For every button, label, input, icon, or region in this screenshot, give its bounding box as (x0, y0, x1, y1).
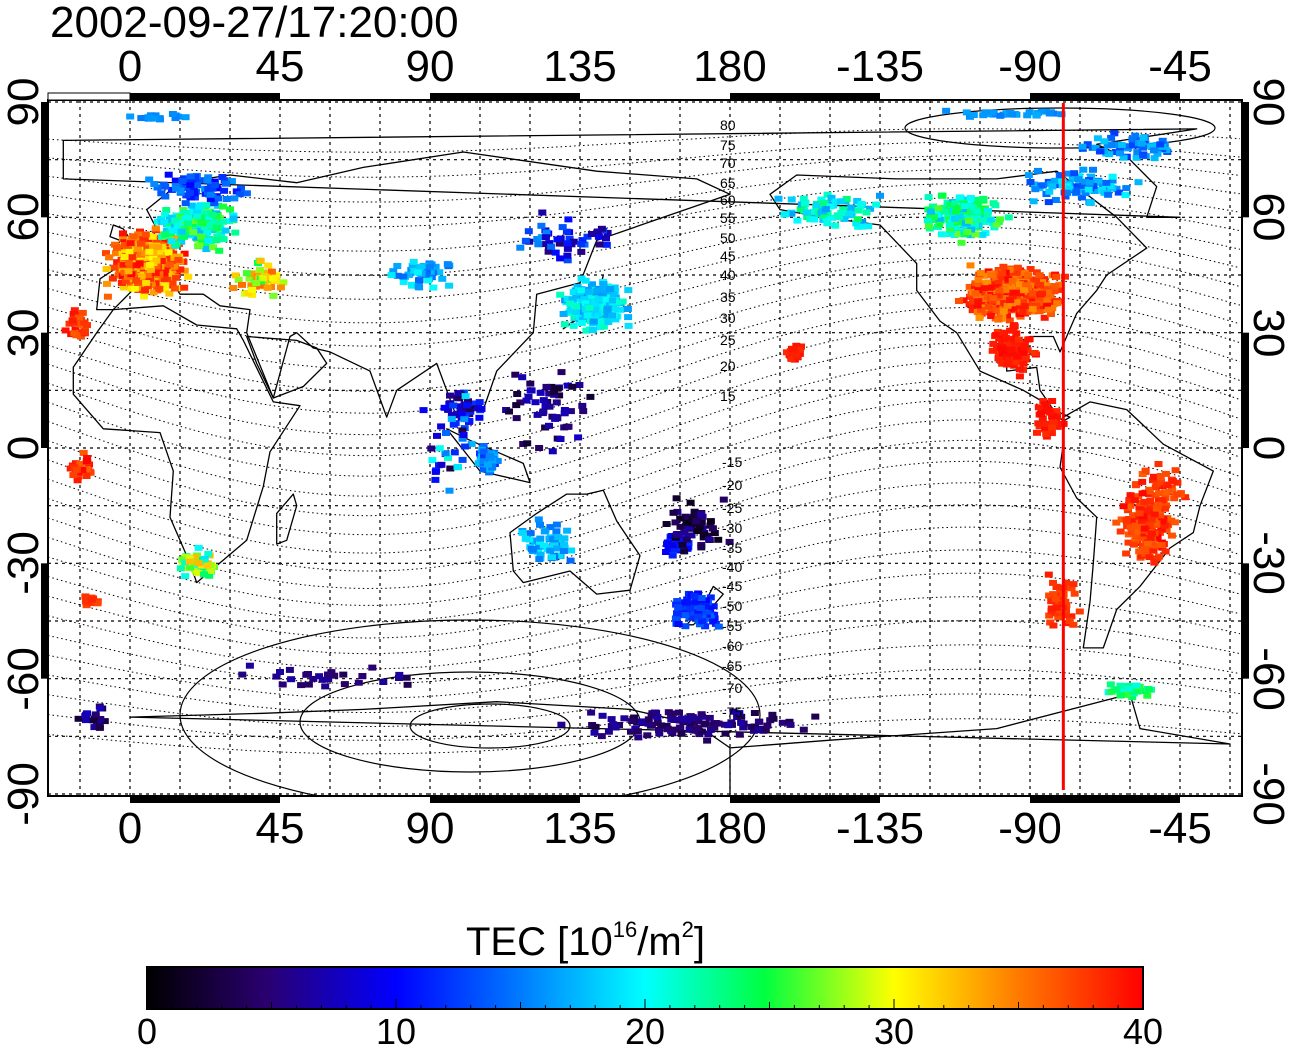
lon-tick-bottom-6: -90 (998, 804, 1062, 853)
coast-12 (276, 493, 298, 545)
frame-border-bars (41, 92, 1249, 803)
lat-tick-left-3: 0 (0, 435, 48, 461)
contour-label-s-12: -75 (722, 704, 742, 720)
colorbar-label-4: 40 (1122, 1011, 1164, 1052)
lon-tick-bottom-5: -135 (835, 804, 925, 853)
lon-tick-bottom-4: 180 (693, 804, 767, 853)
contour-label-n-10: 30 (720, 310, 736, 326)
lon-tick-bottom-3: 135 (543, 804, 617, 853)
lon-tick-top-7: -45 (1148, 42, 1212, 91)
colorbar-title: TEC [1016/m2] (466, 917, 706, 964)
lat-tick-left-1: 60 (0, 192, 48, 242)
lat-tick-left-2: 30 (0, 308, 48, 358)
map-title: 2002-09-27/17:20:00 (50, 0, 459, 47)
contour-label-n-8: 40 (720, 267, 736, 283)
colorbar-ticks (146, 999, 1144, 1009)
contour-label-s-0: -15 (722, 454, 742, 470)
lon-tick-top-5: -135 (835, 42, 925, 91)
grid-lines (48, 100, 1242, 796)
contour-label-s-11: -70 (722, 680, 742, 696)
coast-5 (1059, 401, 1214, 649)
lat-tick-right-3: 0 (1244, 435, 1292, 461)
contour-label-n-13: 15 (720, 388, 736, 404)
contour-label-n-12: 20 (720, 358, 736, 374)
contour-label-s-5: -40 (722, 559, 742, 575)
lon-tick-top-6: -90 (998, 42, 1062, 91)
coast-0 (72, 305, 301, 584)
contour-label-s-7: -50 (722, 598, 742, 614)
contour-label-n-4: 60 (720, 192, 736, 208)
contour-label-s-1: -20 (722, 477, 742, 493)
lon-tick-top-1: 45 (255, 42, 305, 91)
coast-2 (246, 335, 328, 399)
contour-label-n-2: 70 (720, 155, 736, 171)
lat-tick-right-2: 30 (1244, 308, 1292, 358)
contour-label-s-4: -35 (722, 540, 742, 556)
coast-4 (769, 170, 1148, 422)
lon-tick-top-4: 180 (693, 42, 767, 91)
contour-label-s-2: -25 (722, 500, 742, 516)
colorbar-label-3: 30 (873, 1011, 915, 1052)
lat-tick-right-0: 90 (1244, 77, 1292, 127)
lon-tick-bottom-1: 45 (255, 804, 305, 853)
lat-tick-right-4: -30 (1244, 531, 1292, 596)
contour-label-n-3: 65 (720, 175, 736, 191)
lon-tick-top-3: 135 (543, 42, 617, 91)
contour-label-n-11: 25 (720, 332, 736, 348)
lat-tick-left-0: 90 (0, 77, 48, 127)
tec-data-points (61, 107, 1190, 744)
contour-label-s-8: -55 (722, 618, 742, 634)
contour-label-n-9: 35 (720, 289, 736, 305)
contour-label-n-0: 80 (720, 117, 736, 133)
colorbar-label-2: 20 (624, 1011, 666, 1052)
contour-label-n-5: 55 (720, 210, 736, 226)
lon-tick-top-0: 0 (117, 42, 143, 91)
contour-label-n-6: 50 (720, 230, 736, 246)
lon-tick-bottom-0: 0 (117, 804, 143, 853)
coast-7 (129, 693, 1231, 795)
contour-label-s-3: -30 (722, 520, 742, 536)
contour-label-s-9: -60 (722, 638, 742, 654)
contour-label-n-1: 75 (720, 137, 736, 153)
lon-tick-top-2: 90 (405, 42, 455, 91)
lat-tick-right-6: -90 (1244, 762, 1292, 826)
lat-tick-right-5: -60 (1244, 646, 1292, 711)
contour-label-s-10: -65 (722, 658, 742, 674)
contour-label-s-6: -45 (722, 578, 742, 594)
colorbar-label-1: 10 (375, 1011, 417, 1052)
coast-3 (509, 489, 641, 595)
lat-tick-left-5: -60 (0, 646, 48, 711)
contour-label-n-7: 45 (720, 248, 736, 264)
lat-tick-left-4: -30 (0, 531, 48, 596)
colorbar-label-0: 0 (136, 1011, 158, 1052)
lon-tick-bottom-7: -45 (1148, 804, 1212, 853)
lon-tick-bottom-2: 90 (405, 804, 455, 853)
lat-tick-right-1: 60 (1244, 192, 1292, 242)
lat-tick-left-6: -90 (0, 762, 48, 826)
